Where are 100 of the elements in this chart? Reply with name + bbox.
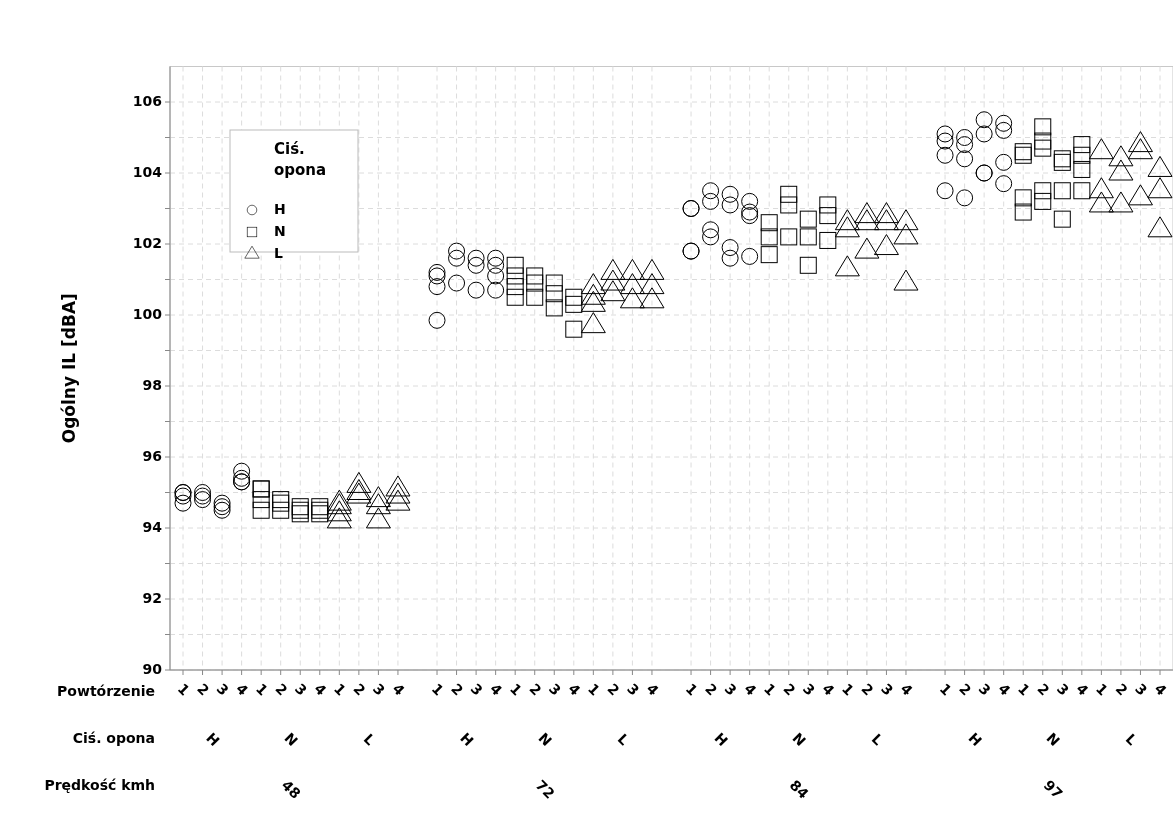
x-tick-label: 3 bbox=[291, 680, 311, 699]
y-tick-label: 90 bbox=[142, 661, 163, 677]
x-tick-label: 1 bbox=[330, 680, 350, 699]
point bbox=[1034, 182, 1052, 200]
x-tick-label: 2 bbox=[194, 680, 213, 699]
x-tick-label: 2 bbox=[526, 680, 545, 699]
point bbox=[526, 274, 544, 292]
point bbox=[194, 484, 212, 501]
y-tick-label: 106 bbox=[132, 93, 162, 109]
x-tick-label: 2 bbox=[604, 680, 623, 699]
text: L bbox=[360, 730, 379, 749]
point bbox=[1053, 182, 1071, 200]
point bbox=[702, 182, 720, 200]
y-tick-label: 94 bbox=[142, 519, 163, 535]
x-tick-label: 4 bbox=[1151, 680, 1170, 699]
point bbox=[1073, 146, 1091, 164]
text: 97 bbox=[1040, 776, 1066, 802]
x-tick-label: 4 bbox=[995, 680, 1014, 699]
point bbox=[1034, 132, 1052, 150]
x-tick-label: 1 bbox=[584, 680, 604, 699]
point bbox=[799, 228, 817, 246]
point bbox=[936, 182, 954, 200]
point bbox=[487, 249, 505, 267]
x-tick-label: 4 bbox=[741, 680, 760, 699]
x-tick-label: 3 bbox=[545, 680, 565, 699]
x-tick-label: 2 bbox=[858, 680, 877, 699]
point bbox=[487, 281, 505, 299]
x-tick-label: 2 bbox=[780, 680, 799, 699]
point bbox=[780, 185, 798, 203]
point bbox=[506, 278, 524, 296]
point bbox=[565, 320, 583, 338]
x-tick-label: 1 bbox=[760, 680, 780, 699]
y-tick-label: 92 bbox=[142, 590, 162, 606]
x-tick-label: 4 bbox=[1073, 680, 1092, 699]
x-tick-label: 1 bbox=[506, 680, 525, 699]
text: 84 bbox=[786, 776, 812, 803]
point bbox=[1014, 203, 1032, 221]
x-tick-label: 3 bbox=[624, 680, 643, 699]
x-tick-label: 2 bbox=[350, 680, 369, 699]
legend-label: H bbox=[274, 201, 286, 217]
point bbox=[252, 491, 270, 509]
point bbox=[956, 129, 974, 146]
point bbox=[741, 247, 759, 265]
point bbox=[565, 295, 583, 313]
point bbox=[702, 221, 720, 239]
point bbox=[174, 487, 192, 505]
point bbox=[936, 125, 954, 143]
y-tick-label: 104 bbox=[132, 164, 163, 180]
text: 48 bbox=[278, 776, 304, 802]
point bbox=[780, 196, 798, 214]
x-tick-label: 1 bbox=[174, 680, 193, 699]
point bbox=[428, 267, 446, 285]
text: L bbox=[1122, 730, 1141, 749]
x-tick-label: 3 bbox=[370, 680, 389, 699]
point bbox=[448, 274, 466, 292]
point bbox=[995, 114, 1013, 132]
point bbox=[721, 249, 739, 267]
y-tick-label: 102 bbox=[132, 235, 162, 251]
point bbox=[174, 494, 192, 512]
legend-title: Ciś. opona bbox=[274, 140, 327, 179]
point bbox=[819, 231, 837, 249]
point bbox=[721, 196, 739, 214]
point bbox=[721, 185, 739, 203]
x-tick-label: 2 bbox=[448, 680, 467, 699]
text: L bbox=[868, 730, 887, 749]
point bbox=[467, 281, 485, 299]
point bbox=[506, 267, 524, 285]
x-tick-label: 3 bbox=[721, 680, 740, 699]
point bbox=[487, 256, 505, 274]
x-tick-label: 2 bbox=[1034, 680, 1053, 699]
point bbox=[565, 288, 583, 306]
point bbox=[819, 207, 837, 225]
point bbox=[956, 150, 974, 168]
point bbox=[545, 299, 563, 317]
x-tick-label: 4 bbox=[389, 680, 408, 699]
point bbox=[995, 121, 1013, 139]
point bbox=[1034, 118, 1052, 136]
text: N bbox=[1043, 729, 1064, 750]
point bbox=[448, 242, 466, 260]
x-tick-label: 2 bbox=[272, 680, 291, 699]
x-tick-label: 1 bbox=[1092, 680, 1112, 699]
point bbox=[272, 501, 290, 519]
point bbox=[428, 278, 446, 296]
point bbox=[526, 267, 544, 285]
point bbox=[194, 487, 212, 505]
point bbox=[819, 196, 837, 214]
x-tick-label: 1 bbox=[252, 680, 271, 699]
x-tick-label: 4 bbox=[233, 680, 252, 699]
x-tick-label: 4 bbox=[819, 680, 838, 699]
point bbox=[1014, 189, 1032, 207]
x-tick-label: 4 bbox=[565, 680, 584, 699]
text: 72 bbox=[532, 776, 558, 802]
x-tick-label: 4 bbox=[311, 680, 330, 699]
y-axis-title: Ogólny IL [dBA] bbox=[59, 293, 79, 444]
point bbox=[995, 175, 1013, 193]
point bbox=[975, 125, 993, 143]
x-tick-label: 3 bbox=[799, 680, 819, 699]
point bbox=[956, 136, 974, 154]
point bbox=[428, 263, 446, 281]
text: H bbox=[203, 729, 223, 750]
